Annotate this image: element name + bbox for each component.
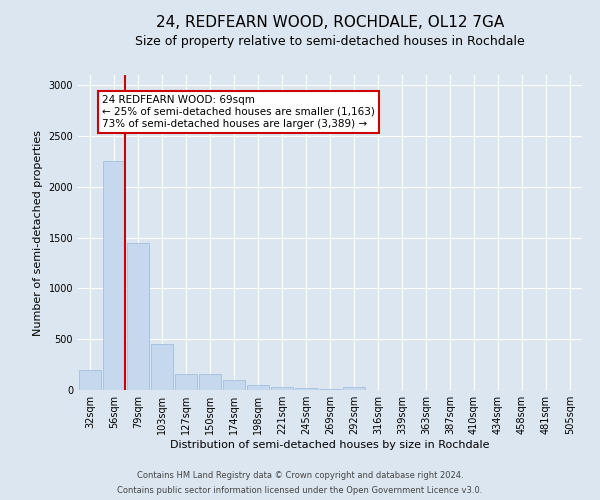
- Bar: [295, 388, 317, 390]
- Y-axis label: Number of semi-detached properties: Number of semi-detached properties: [33, 130, 43, 336]
- Text: 24 REDFEARN WOOD: 69sqm
← 25% of semi-detached houses are smaller (1,163)
73% of: 24 REDFEARN WOOD: 69sqm ← 25% of semi-de…: [102, 96, 375, 128]
- Text: 24, REDFEARN WOOD, ROCHDALE, OL12 7GA: 24, REDFEARN WOOD, ROCHDALE, OL12 7GA: [156, 15, 504, 30]
- Bar: [151, 344, 173, 390]
- Bar: [103, 162, 125, 390]
- Bar: [223, 380, 245, 390]
- Bar: [79, 370, 101, 390]
- Text: Contains HM Land Registry data © Crown copyright and database right 2024.: Contains HM Land Registry data © Crown c…: [137, 471, 463, 480]
- Bar: [175, 374, 197, 390]
- Text: Contains public sector information licensed under the Open Government Licence v3: Contains public sector information licen…: [118, 486, 482, 495]
- Bar: [199, 374, 221, 390]
- Bar: [247, 385, 269, 390]
- Bar: [343, 387, 365, 390]
- Text: Size of property relative to semi-detached houses in Rochdale: Size of property relative to semi-detach…: [135, 35, 525, 48]
- Bar: [271, 387, 293, 390]
- X-axis label: Distribution of semi-detached houses by size in Rochdale: Distribution of semi-detached houses by …: [170, 440, 490, 450]
- Bar: [127, 242, 149, 390]
